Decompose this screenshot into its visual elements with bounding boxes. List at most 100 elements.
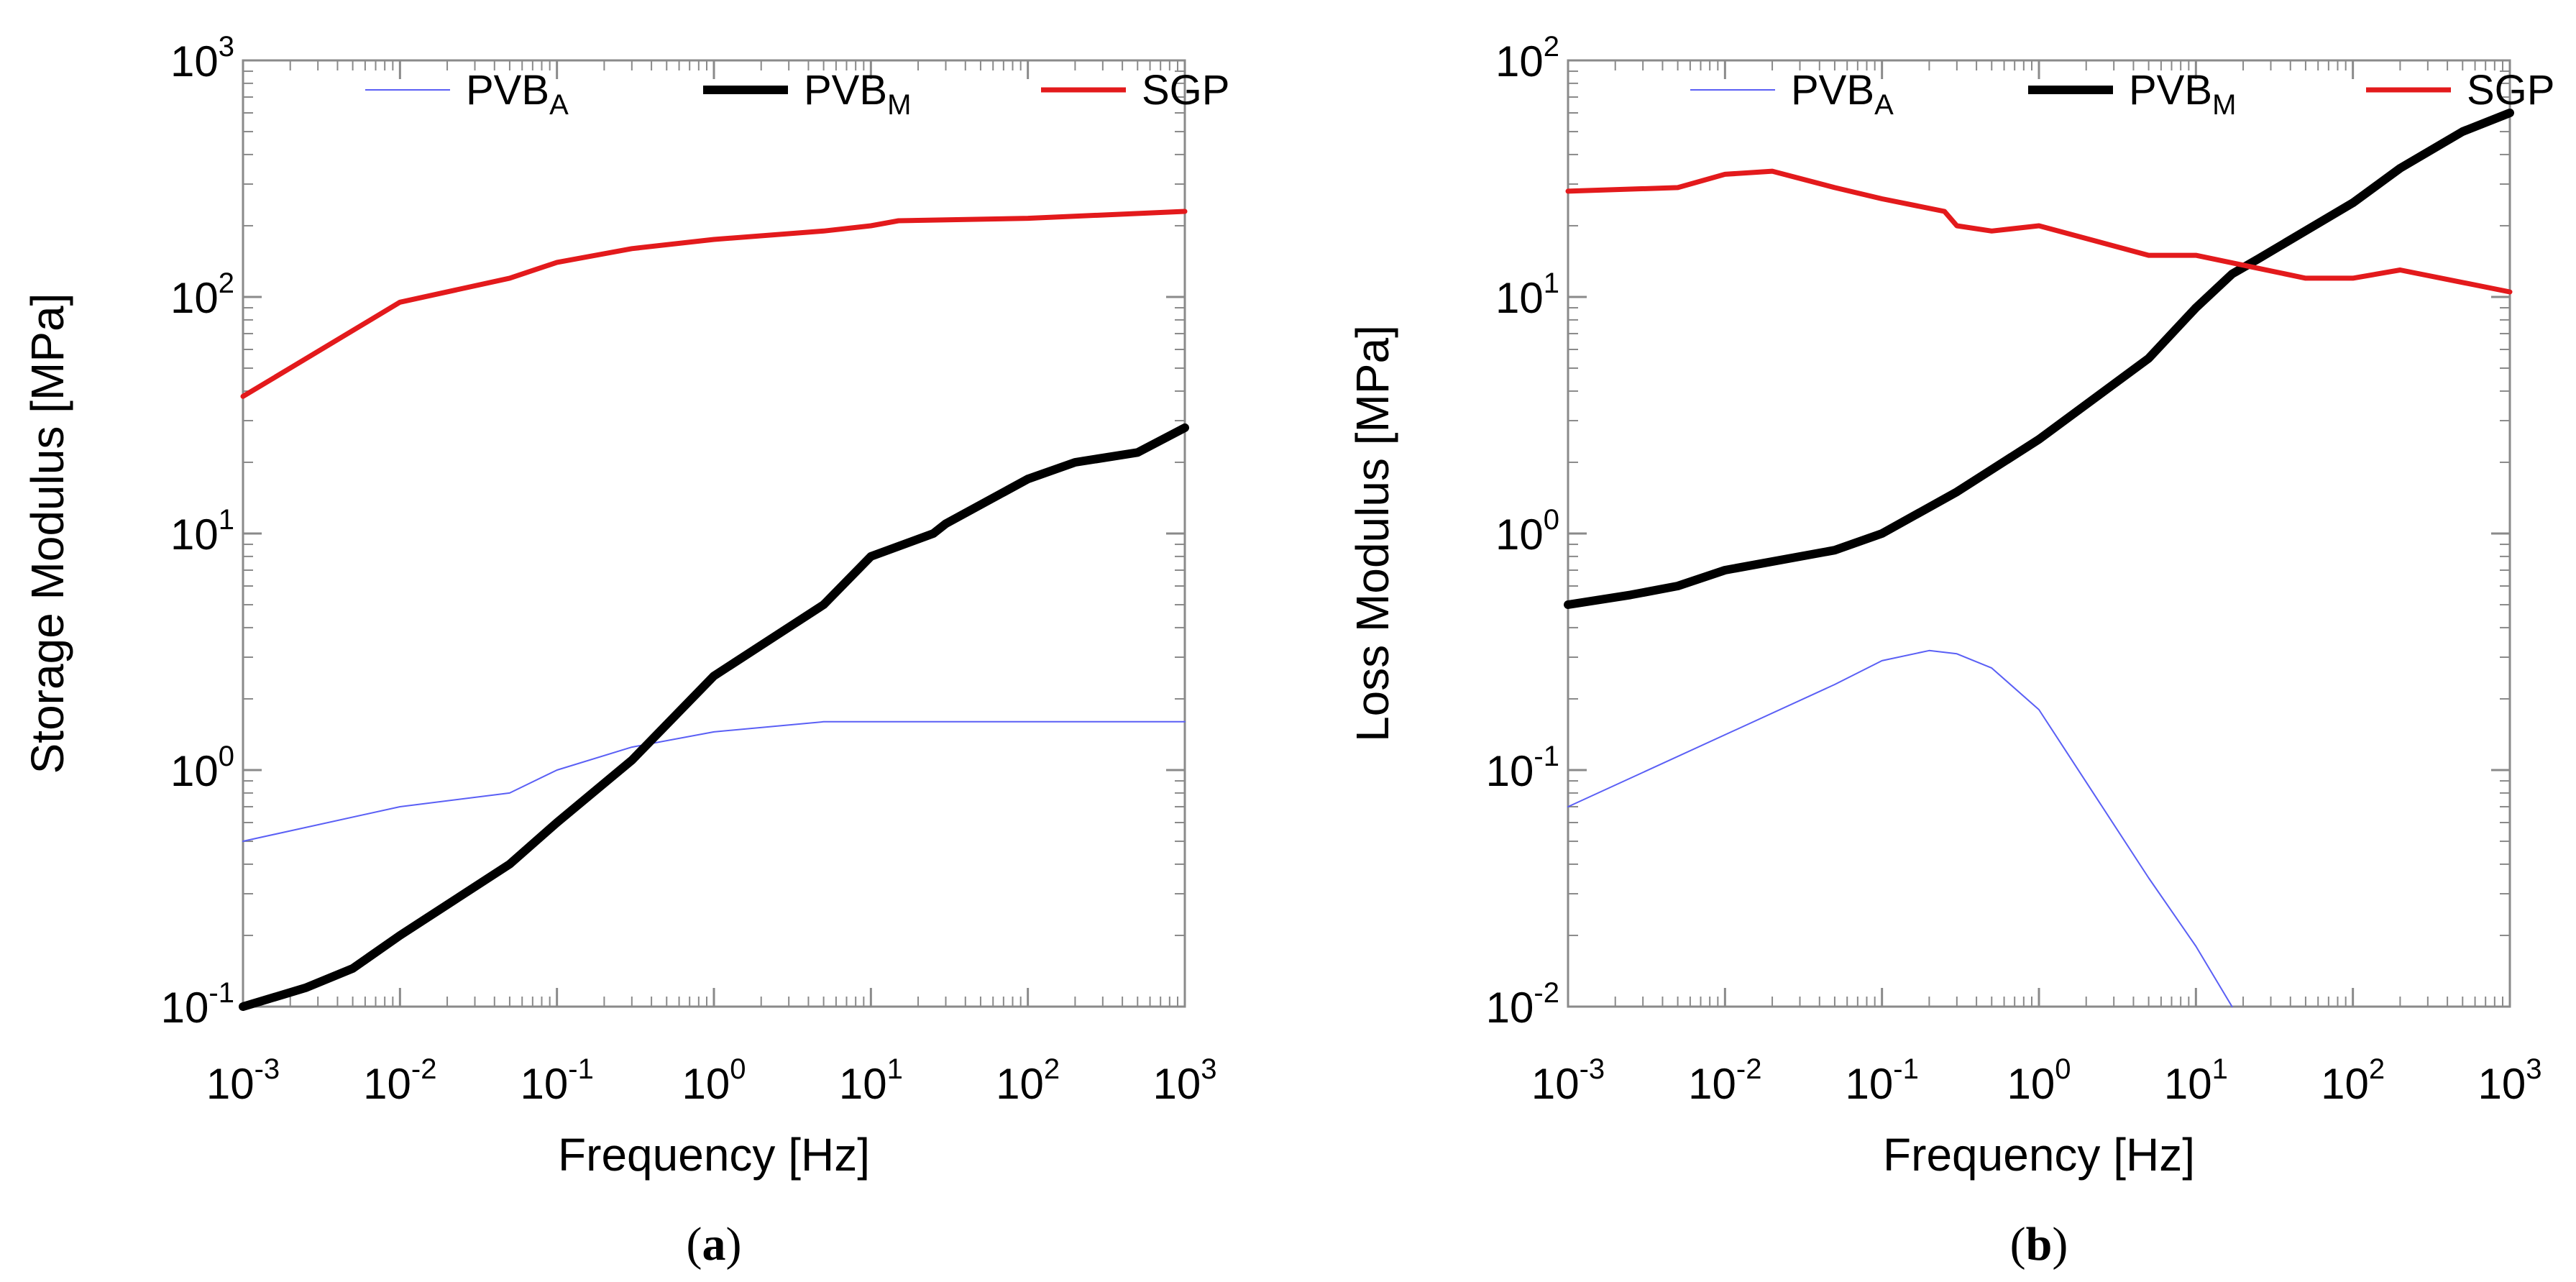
x-tick-label: 10-1: [1846, 1053, 1919, 1108]
x-tick-exponent: 1: [2212, 1053, 2228, 1085]
x-tick-label: 103: [1153, 1053, 1217, 1108]
y-tick-label: 10-1: [1486, 741, 1559, 795]
y-tick-base: 10: [170, 747, 219, 795]
legend-label-name: PVB: [466, 67, 549, 114]
y-tick-base: 10: [170, 274, 219, 322]
legend-label-subscript: A: [1874, 89, 1894, 121]
x-tick-exponent: -3: [1580, 1053, 1605, 1085]
series-line-sgp: [240, 209, 1188, 399]
panel-caption-open: (: [687, 1218, 702, 1270]
x-tick-base: 10: [1846, 1060, 1894, 1108]
loss-modulus-chart: 10-3 10-2 10-1 100 101 102 10310-210-110010110…: [1347, 31, 2555, 1270]
y-tick-exponent: 2: [1544, 31, 1559, 63]
x-tick-label: 102: [2321, 1053, 2385, 1108]
series-line-pvba: [242, 720, 1186, 842]
y-tick-base: 10: [170, 37, 219, 86]
legend-label-name: PVB: [2129, 67, 2212, 114]
x-tick-exponent: 0: [2055, 1053, 2071, 1085]
legend: PVBA PVBM SGP: [1690, 67, 2555, 121]
x-tick-exponent: 1: [887, 1053, 903, 1085]
legend-label: PVBA: [1791, 67, 1894, 121]
x-tick-exponent: 0: [730, 1053, 746, 1085]
x-tick-exponent: -1: [568, 1053, 594, 1085]
y-tick-exponent: 0: [219, 741, 234, 772]
series-line-pvbm: [1564, 109, 2514, 609]
panel-caption-letter: b: [2026, 1218, 2053, 1270]
y-axis-label: Storage Modulus [MPa]: [22, 293, 73, 774]
x-tick-exponent: 3: [2526, 1053, 2541, 1085]
x-tick-label: 102: [996, 1053, 1060, 1108]
y-tick-label: 101: [1495, 267, 1559, 322]
y-tick-label: 102: [1495, 31, 1559, 86]
y-tick-base: 10: [1486, 984, 1534, 1032]
x-tick-exponent: 3: [1201, 1053, 1216, 1085]
x-tick-base: 10: [206, 1060, 255, 1108]
x-tick-base: 10: [521, 1060, 569, 1108]
y-tick-exponent: -2: [1534, 977, 1559, 1009]
x-tick-exponent: 2: [1044, 1053, 1060, 1085]
y-tick-label: 10-1: [161, 977, 234, 1032]
legend-label: PVBM: [804, 67, 911, 121]
x-tick-base: 10: [2007, 1060, 2055, 1108]
panel-caption-letter: a: [702, 1218, 726, 1270]
x-tick-exponent: -2: [1736, 1053, 1762, 1085]
panel-caption: (a): [687, 1218, 742, 1270]
legend-label-subscript: M: [2212, 89, 2236, 121]
legend-label: SGP: [1142, 67, 1230, 114]
y-tick-label: 102: [170, 267, 234, 322]
y-tick-base: 10: [1495, 274, 1544, 322]
y-tick-base: 10: [161, 984, 209, 1032]
legend-label-name: PVB: [1791, 67, 1874, 114]
x-tick-base: 10: [682, 1060, 730, 1108]
x-tick-base: 10: [363, 1060, 411, 1108]
x-tick-exponent: -3: [255, 1053, 280, 1085]
y-tick-exponent: 3: [219, 31, 234, 63]
x-tick-exponent: 2: [2369, 1053, 2385, 1085]
series-line-pvba: [1567, 649, 2233, 1007]
x-tick-base: 10: [2321, 1060, 2369, 1108]
y-tick-exponent: -1: [208, 977, 234, 1009]
legend-label-name: PVB: [804, 67, 887, 114]
x-axis-label: Frequency [Hz]: [558, 1129, 870, 1181]
storage-modulus-chart: 10-3 10-2 10-1 100 101 102 10310-1100101102103…: [22, 31, 1230, 1270]
x-tick-exponent: -2: [411, 1053, 437, 1085]
y-tick-base: 10: [170, 510, 219, 559]
x-tick-label: 10-1: [521, 1053, 594, 1108]
x-tick-label: 10-2: [1688, 1053, 1761, 1108]
x-tick-base: 10: [996, 1060, 1044, 1108]
legend-label-name: SGP: [1142, 67, 1230, 114]
y-tick-exponent: -1: [1534, 741, 1559, 772]
y-tick-base: 10: [1495, 510, 1544, 559]
x-axis-label: Frequency [Hz]: [1883, 1129, 2195, 1181]
series-line-pvbm: [239, 423, 1189, 1011]
y-tick-exponent: 2: [219, 267, 234, 299]
x-tick-exponent: -1: [1893, 1053, 1919, 1085]
panel-caption-close: ): [726, 1218, 742, 1270]
panel-caption-open: (: [2010, 1218, 2026, 1270]
legend-label-subscript: A: [549, 89, 569, 121]
legend-label: PVBM: [2129, 67, 2236, 121]
y-tick-label: 103: [170, 31, 234, 86]
series-line-sgp: [1565, 168, 2513, 295]
y-tick-exponent: 1: [219, 504, 234, 536]
x-tick-base: 10: [839, 1060, 887, 1108]
y-tick-label: 10-2: [1486, 977, 1559, 1032]
y-tick-exponent: 0: [1544, 504, 1559, 536]
x-tick-base: 10: [2164, 1060, 2212, 1108]
y-tick-label: 100: [170, 741, 234, 795]
x-tick-label: 10-3: [206, 1053, 280, 1108]
x-tick-base: 10: [1153, 1060, 1201, 1108]
legend-label-name: SGP: [2467, 67, 2555, 114]
x-tick-label: 100: [682, 1053, 746, 1108]
legend: PVBA PVBM SGP: [365, 67, 1230, 121]
x-tick-label: 100: [2007, 1053, 2071, 1108]
legend-label-subscript: M: [887, 89, 911, 121]
y-axis-label: Loss Modulus [MPa]: [1347, 325, 1398, 742]
x-tick-label: 10-2: [363, 1053, 436, 1108]
x-tick-label: 101: [2164, 1053, 2228, 1108]
y-tick-label: 101: [170, 504, 234, 559]
y-tick-exponent: 1: [1544, 267, 1559, 299]
panel-caption: (b): [2010, 1218, 2068, 1270]
legend-label: SGP: [2467, 67, 2555, 114]
